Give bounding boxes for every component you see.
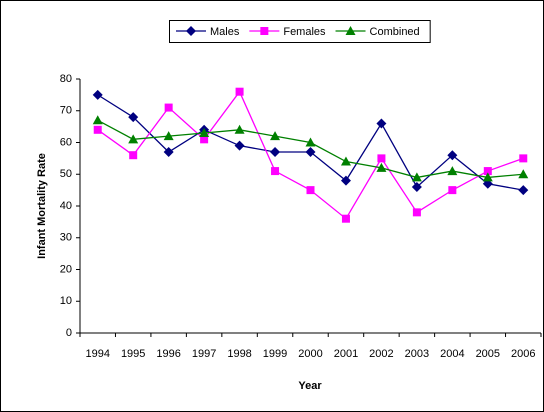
legend-label: Females [283,26,326,38]
data-point [234,124,245,134]
data-point [200,135,209,144]
data-point [271,167,280,176]
data-point [447,150,458,161]
data-point [129,151,138,160]
data-point [92,115,103,125]
data-point [164,103,173,112]
data-point [199,127,210,137]
y-tick-label: 60 [60,136,72,148]
data-point [163,147,174,158]
data-point [128,134,139,144]
data-point [341,214,350,223]
x-tick-label: 2005 [476,348,500,360]
legend-label: Combined [370,26,420,38]
x-tick-label: 2002 [369,348,393,360]
y-tick-label: 30 [60,232,72,244]
y-tick-label: 50 [60,168,72,180]
data-point [305,137,316,147]
data-point [270,147,281,158]
x-tick-label: 2006 [511,348,535,360]
x-tick-label: 2004 [440,348,464,360]
data-point [483,167,492,176]
y-tick-label: 80 [60,73,72,85]
legend-marker [186,26,196,36]
x-tick-label: 1998 [227,348,251,360]
x-tick-label: 2000 [298,348,322,360]
data-point [412,208,421,217]
x-tick-label: 1997 [192,348,216,360]
legend-label: Males [210,26,240,38]
y-axis-title: Infant Mortality Rate [36,153,48,259]
data-point [235,87,244,96]
data-point [411,172,422,182]
y-tick-label: 0 [66,327,72,339]
y-tick-label: 40 [60,200,72,212]
x-tick-label: 1996 [156,348,180,360]
data-point [377,154,386,163]
legend: Males Females Combined [169,20,431,43]
data-point [163,131,174,141]
data-point [270,131,281,141]
data-point [92,89,103,100]
legend-marker [260,27,269,35]
legend-marker [345,26,356,35]
legend-box [169,20,431,43]
data-point [340,156,351,166]
x-tick-label: 2001 [334,348,358,360]
x-tick-label: 1995 [121,348,145,360]
y-tick-label: 10 [60,295,72,307]
x-tick-label: 1999 [263,348,287,360]
data-point [448,186,457,195]
y-tick-label: 70 [60,105,72,117]
y-tick-label: 20 [60,263,72,275]
data-point [128,112,139,123]
data-point [306,186,315,195]
data-point [518,169,529,179]
data-point [447,166,458,176]
data-point [340,175,351,186]
data-point [376,162,387,172]
x-axis-title: Year [298,380,322,392]
data-point [305,147,316,158]
data-point [234,140,245,151]
data-point [482,172,493,182]
data-point [518,185,529,196]
data-point [519,154,528,163]
data-point [411,181,422,192]
data-point [376,118,387,129]
data-point [93,125,102,134]
x-tick-label: 1994 [85,348,109,360]
x-tick-label: 2003 [405,348,429,360]
